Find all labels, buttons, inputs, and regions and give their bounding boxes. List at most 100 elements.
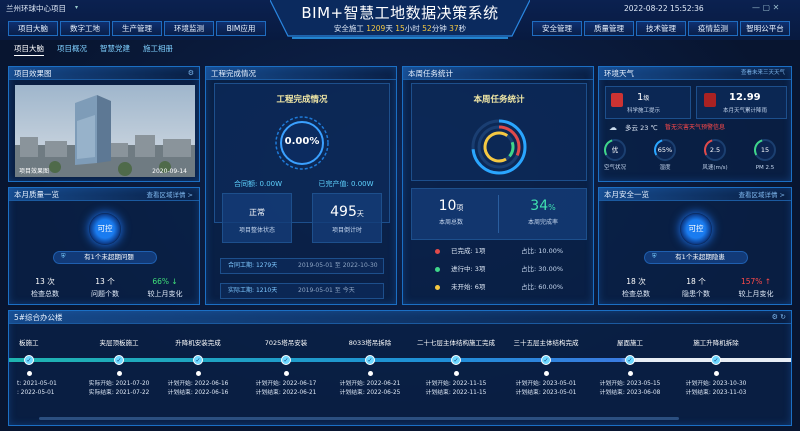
level-value: 1 — [637, 92, 644, 103]
seconds: 37 — [449, 24, 459, 33]
inner-title: 工程完成情况 — [276, 95, 328, 105]
milestone-label: 板施工 — [19, 339, 39, 347]
nav-button[interactable]: 数字工地 — [60, 21, 110, 36]
nav-button[interactable]: 质量管理 — [584, 21, 634, 36]
nav-button[interactable]: 安全管理 — [532, 21, 582, 36]
tab[interactable]: 项目概况 — [57, 44, 87, 53]
total-value: 10 — [438, 198, 457, 214]
status: 正常 — [249, 208, 265, 217]
window-controls[interactable]: — ▢ ✕ — [752, 3, 780, 12]
image-caption: 项目效果图 — [19, 168, 50, 175]
milestone-check: ✓ — [541, 355, 551, 365]
notice: 有1个未超期隐患 — [675, 253, 725, 261]
scrollbar[interactable] — [39, 417, 679, 420]
rate: 34% — [530, 199, 555, 213]
unit: 天 — [385, 24, 393, 33]
rain-label: 本月天气累计降雨 — [723, 108, 768, 114]
level-label: 科学施工提示 — [627, 108, 661, 114]
start: 2019-05-01 — [298, 287, 333, 294]
milestone-end: 计划结束: 2022-06-25 — [339, 390, 401, 396]
start: 2019-05-01 — [298, 262, 333, 269]
period-row — [220, 283, 384, 299]
panel-header — [9, 188, 199, 201]
shield-icon: ⛨ — [652, 253, 657, 260]
milestone-start: 计划开始: 2023-10-30 — [685, 381, 747, 387]
contract-range: 2019-05-01 至 2022-10-30 — [298, 263, 378, 269]
days: 1279天 — [255, 262, 278, 269]
milestone-check: ✓ — [365, 355, 375, 365]
panel-title: 本周任务统计 — [408, 69, 453, 78]
end: 2022-10-30 — [342, 262, 378, 269]
nav-button[interactable]: 生产管理 — [112, 21, 162, 36]
milestone-check: ✓ — [625, 355, 635, 365]
stat-value: 18 次 — [626, 277, 646, 286]
stat-label: 较上月变化 — [147, 290, 183, 298]
panel-title: 工程完成情况 — [211, 69, 256, 78]
milestone-start: 实际开始: 2021-07-20 — [88, 381, 150, 387]
datetime: 2022-08-22 15:52:36 — [624, 4, 704, 13]
status-box — [222, 193, 292, 243]
end: 今天 — [342, 287, 355, 294]
milestone-dot — [453, 371, 459, 376]
legend-share: 占比: 30.00% — [521, 265, 564, 273]
rate-value: 34 — [530, 198, 549, 214]
milestone-end: 计划结束: 2023-05-01 — [515, 390, 577, 396]
nav-button[interactable]: 疫情监测 — [688, 21, 738, 36]
milestone-check: ✓ — [193, 355, 203, 365]
total-label: 本周总数 — [438, 219, 464, 226]
panel-link[interactable]: 查看区域详情 > — [146, 190, 193, 199]
milestone-dot — [713, 371, 719, 376]
nav-button[interactable]: 项目大脑 — [8, 21, 58, 36]
actual-period: 实际工期: 1210天 — [228, 288, 277, 294]
milestone-end: 计划结束: 2023-06-08 — [599, 390, 661, 396]
milestone-start: 计划开始: 2022-11-15 — [425, 381, 487, 387]
panel: 本月安全一览 查看区域详情 > 可控 有1个未超期隐患 ⛨ 18 次检查总数 18 个隐患个… — [598, 187, 792, 305]
shield-icon: ⛨ — [61, 253, 66, 260]
project-name[interactable]: 兰州环球中心项目 — [6, 4, 66, 13]
tab[interactable]: 智慧党建 — [100, 44, 130, 53]
countdown-box — [312, 193, 382, 243]
gauge-value: 65% — [657, 146, 673, 154]
nav-button[interactable]: BIM应用 — [216, 21, 266, 36]
stat-value: 18 个 — [686, 277, 706, 286]
gauge-arc — [754, 139, 776, 161]
weather-link[interactable]: 查看未来三天天气 — [740, 69, 785, 76]
milestone-end: 计划结束: 2023-11-03 — [685, 390, 747, 396]
main-title: BIM+智慧工地数据决策系统 — [301, 4, 499, 22]
legend-label: 进行中: 3项 — [451, 265, 486, 273]
unit: 天 — [356, 210, 364, 218]
toolbar-icons[interactable]: ⚙ ↻ — [771, 313, 786, 321]
milestone-dot — [283, 371, 289, 376]
tasks-panel: 本周任务统计 本周任务统计 10项 本周总数 34% 本周完成率 已完成: 1项… — [402, 66, 594, 305]
milestone-label: 屋面施工 — [617, 339, 643, 347]
nav-button[interactable]: 技术管理 — [636, 21, 686, 36]
panel-title: 5#综合办公楼 — [14, 313, 63, 322]
condition: 多云 — [625, 124, 638, 132]
title-frame — [270, 0, 530, 39]
dropdown-icon[interactable]: ▾ — [75, 4, 79, 11]
nav-button[interactable]: 智明公平台 — [740, 21, 790, 36]
panel-link[interactable]: 查看区域详情 > — [738, 190, 785, 199]
rendering-panel: 项目效果图 ⚙ 项目效果图 2020-09-14 — [8, 66, 200, 182]
warning: 暂无灾害天气预警信息 — [665, 124, 726, 131]
milestone-label: 夹层顶板施工 — [99, 339, 139, 347]
label: 实际工期: — [228, 287, 255, 294]
weather-panel: 环境天气 查看未来三天天气 1级 科学施工提示 12.99 本月天气累计降雨 ☁… — [598, 66, 792, 182]
nav-button[interactable]: 环境监测 — [164, 21, 214, 36]
rendering-image — [15, 85, 195, 177]
panel-title: 项目效果图 — [14, 69, 52, 78]
gauge-ring — [704, 139, 726, 161]
unit: 秒 — [458, 24, 467, 33]
state-glow — [89, 213, 121, 245]
tab[interactable]: 施工相册 — [143, 44, 173, 53]
milestone-start: 计划开始: 2023-05-15 — [599, 381, 661, 387]
safety-counter: 安全施工 1209天 15小时 52分钟 37秒 — [334, 25, 466, 33]
gauge-label: PM 2.5 — [755, 165, 775, 171]
progress-ring — [275, 116, 329, 170]
settings-icon[interactable]: ⚙ — [187, 69, 194, 77]
milestone-label: 7025塔吊安装 — [264, 339, 308, 347]
stat-label: 检查总数 — [31, 290, 59, 298]
tab[interactable]: 项目大脑 — [14, 45, 44, 56]
gauge-arc — [654, 139, 676, 161]
